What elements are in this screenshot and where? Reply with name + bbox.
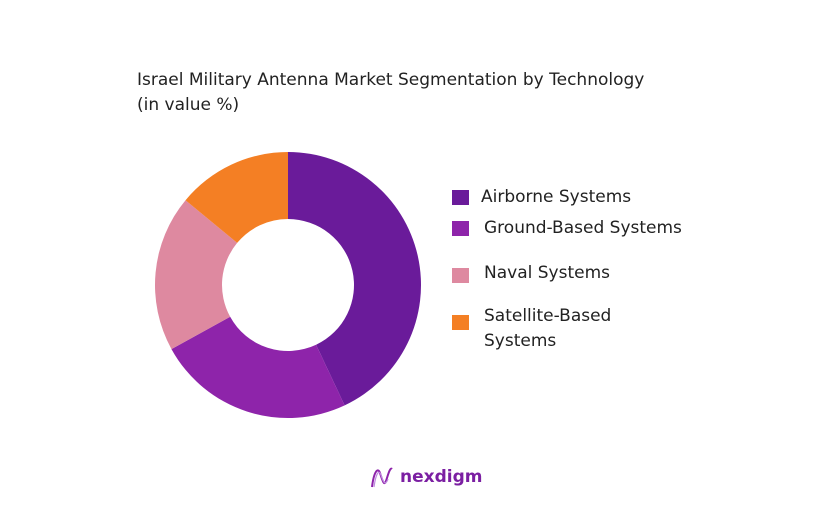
legend-swatch [452,190,469,205]
legend-item-ground: Ground-Based Systems [452,216,682,241]
nexdigm-wave-icon [371,467,393,488]
legend-item-naval: Naval Systems [452,261,610,286]
legend-label: Satellite-Based Systems [484,304,611,354]
title-text: Israel Military Antenna Market Segmentat… [137,70,645,90]
legend-label: Ground-Based Systems [484,218,682,238]
subtitle-text: (in value %) [137,95,240,115]
legend-label: Naval Systems [484,263,610,283]
brand-name: nexdigm [400,467,483,487]
legend-label-line: Satellite-Based [484,306,612,326]
chart-title: Israel Military Antenna Market Segmentat… [137,68,644,118]
legend-swatch [452,221,469,236]
legend-label: Airborne Systems [481,187,632,207]
legend-item-satellite: Satellite-Based Systems [452,304,611,354]
legend-label-line: Systems [484,331,557,351]
donut-slice-satellite-based-systems [185,152,288,243]
nexdigm-logo: nexdigm [370,465,482,489]
donut-slice-ground-based-systems [171,316,345,418]
legend-swatch [452,268,469,283]
legend-item-airborne: Airborne Systems [452,185,631,210]
donut-slice-naval-systems [155,200,238,350]
legend-swatch [452,315,469,330]
donut-slice-airborne-systems [288,152,421,406]
